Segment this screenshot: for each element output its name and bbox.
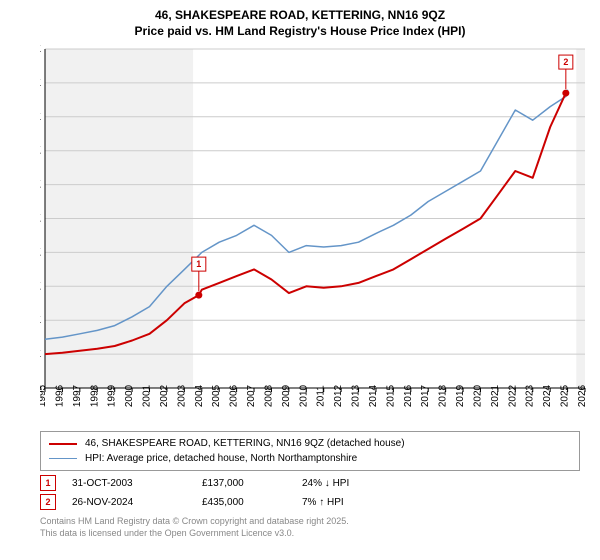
marker-price-2: £435,000	[202, 497, 302, 508]
svg-text:£100K: £100K	[40, 315, 41, 326]
svg-text:£300K: £300K	[40, 180, 41, 191]
marker-row-2: 2 26-NOV-2024 £435,000 7% ↑ HPI	[40, 494, 580, 510]
marker-diff-1: 24% ↓ HPI	[302, 478, 382, 489]
title-line1: 46, SHAKESPEARE ROAD, KETTERING, NN16 9Q…	[0, 8, 600, 24]
svg-text:£500K: £500K	[40, 44, 41, 55]
svg-text:£50K: £50K	[40, 349, 41, 360]
svg-text:£450K: £450K	[40, 78, 41, 89]
title-line2: Price paid vs. HM Land Registry's House …	[0, 24, 600, 40]
marker-diff-2: 7% ↑ HPI	[302, 497, 382, 508]
marker-date-2: 26-NOV-2024	[72, 497, 202, 508]
attribution-line1: Contains HM Land Registry data © Crown c…	[40, 516, 580, 528]
svg-text:2: 2	[563, 57, 568, 67]
marker-date-1: 31-OCT-2003	[72, 478, 202, 489]
marker-row-1: 1 31-OCT-2003 £137,000 24% ↓ HPI	[40, 475, 580, 491]
attribution: Contains HM Land Registry data © Crown c…	[40, 516, 580, 539]
legend-row-hpi: HPI: Average price, detached house, Nort…	[49, 451, 571, 466]
marker-badge-2: 2	[40, 494, 56, 510]
svg-text:£350K: £350K	[40, 146, 41, 157]
chart-svg: £0£50K£100K£150K£200K£250K£300K£350K£400…	[40, 43, 590, 423]
legend-swatch-price	[49, 443, 77, 445]
svg-text:£150K: £150K	[40, 281, 41, 292]
svg-text:1: 1	[196, 259, 201, 269]
svg-text:£250K: £250K	[40, 214, 41, 225]
marker-badge-1: 1	[40, 475, 56, 491]
chart-plot: £0£50K£100K£150K£200K£250K£300K£350K£400…	[40, 43, 590, 423]
marker-price-1: £137,000	[202, 478, 302, 489]
svg-text:£400K: £400K	[40, 112, 41, 123]
legend: 46, SHAKESPEARE ROAD, KETTERING, NN16 9Q…	[40, 431, 580, 471]
chart-title: 46, SHAKESPEARE ROAD, KETTERING, NN16 9Q…	[0, 0, 600, 43]
legend-swatch-hpi	[49, 458, 77, 460]
attribution-line2: This data is licensed under the Open Gov…	[40, 528, 580, 540]
legend-row-price: 46, SHAKESPEARE ROAD, KETTERING, NN16 9Q…	[49, 436, 571, 451]
markers-table: 1 31-OCT-2003 £137,000 24% ↓ HPI 2 26-NO…	[40, 475, 580, 510]
legend-label-price: 46, SHAKESPEARE ROAD, KETTERING, NN16 9Q…	[85, 436, 405, 451]
svg-text:£200K: £200K	[40, 248, 41, 259]
legend-label-hpi: HPI: Average price, detached house, Nort…	[85, 451, 357, 466]
